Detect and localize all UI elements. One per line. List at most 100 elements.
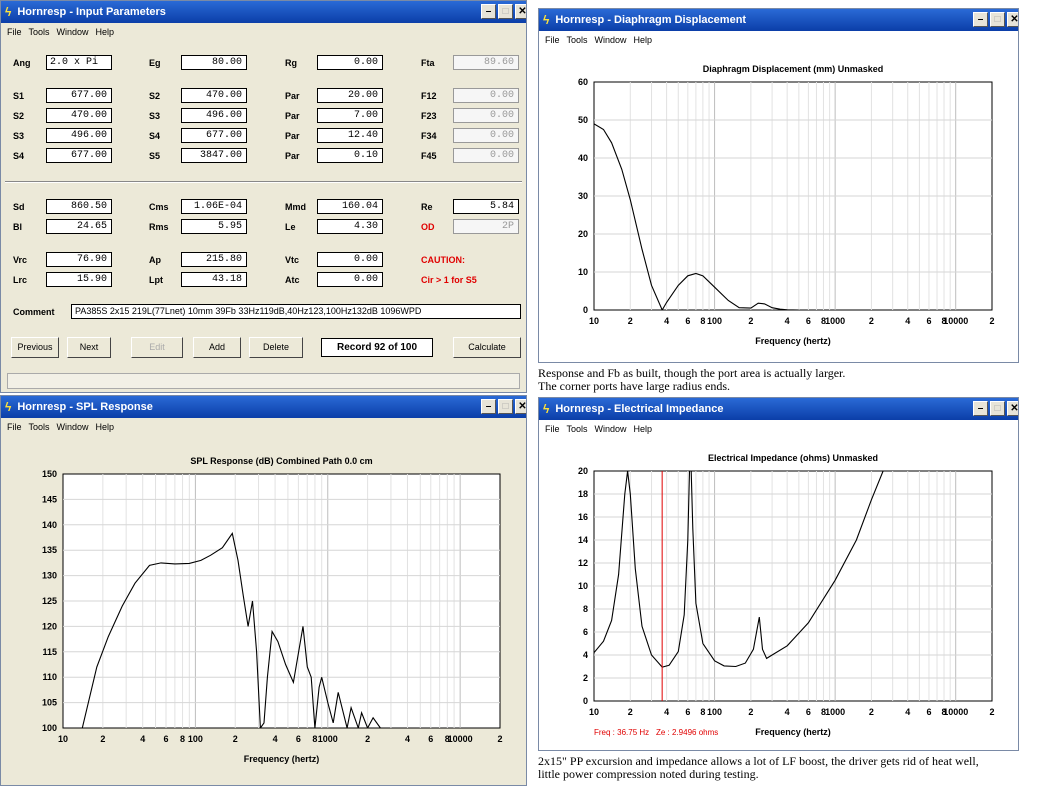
param-field[interactable]: 76.90 <box>46 252 112 267</box>
maximize-button[interactable]: □ <box>498 4 513 19</box>
close-button[interactable]: ✕ <box>1007 12 1018 27</box>
param-field[interactable]: 2.0 x Pi <box>46 55 112 70</box>
menu-file[interactable]: File <box>545 34 560 45</box>
x-tick-label: 2 <box>233 734 238 744</box>
param-field[interactable]: 470.00 <box>181 88 247 103</box>
param-label: Cir > 1 for S5 <box>421 275 477 285</box>
y-tick-label: 100 <box>42 723 57 733</box>
maximize-button[interactable]: □ <box>990 12 1005 27</box>
param-field[interactable]: 5.95 <box>181 219 247 234</box>
menu-help[interactable]: Help <box>633 34 653 45</box>
param-label: Eg <box>149 58 161 68</box>
menu-bar: File Tools Window Help <box>1 418 526 435</box>
y-tick-label: 60 <box>578 77 588 87</box>
y-tick-label: 16 <box>578 512 588 522</box>
param-field[interactable]: 677.00 <box>46 148 112 163</box>
menu-help[interactable]: Help <box>95 421 115 432</box>
param-field[interactable]: 1.06E-04 <box>181 199 247 214</box>
add-button[interactable]: Add <box>193 337 241 358</box>
param-field[interactable]: 0.00 <box>453 128 519 143</box>
menu-file[interactable]: File <box>7 421 22 432</box>
param-field[interactable]: 160.04 <box>317 199 383 214</box>
x-tick-label: 6 <box>685 316 690 326</box>
close-button[interactable]: ✕ <box>515 399 526 414</box>
spl-titlebar[interactable]: ϟ Hornresp - SPL Response – □ ✕ <box>1 396 526 418</box>
param-field[interactable]: 496.00 <box>46 128 112 143</box>
delete-button[interactable]: Delete <box>249 337 303 358</box>
param-field[interactable]: 0.00 <box>453 88 519 103</box>
param-label: Re <box>421 202 433 212</box>
minimize-button[interactable]: – <box>973 12 988 27</box>
param-label: F23 <box>421 111 437 121</box>
menu-window[interactable]: Window <box>56 421 89 432</box>
param-label: Lpt <box>149 275 163 285</box>
x-tick-label: 8 <box>821 707 826 717</box>
maximize-button[interactable]: □ <box>498 399 513 414</box>
param-field[interactable]: 215.80 <box>181 252 247 267</box>
menu-window[interactable]: Window <box>594 34 627 45</box>
param-field[interactable]: 5.84 <box>453 199 519 214</box>
param-label: S2 <box>149 91 161 101</box>
input-parameters-titlebar[interactable]: ϟ Hornresp - Input Parameters – □ ✕ <box>1 1 526 23</box>
series-line <box>594 471 884 668</box>
previous-button[interactable]: Previous <box>11 337 59 358</box>
minimize-button[interactable]: – <box>481 399 496 414</box>
minimize-button[interactable]: – <box>481 4 496 19</box>
maximize-button[interactable]: □ <box>990 401 1005 416</box>
menu-help[interactable]: Help <box>633 423 653 434</box>
calculate-button[interactable]: Calculate <box>453 337 521 358</box>
param-field[interactable]: 43.18 <box>181 272 247 287</box>
param-field[interactable]: 0.00 <box>317 252 383 267</box>
y-tick-label: 145 <box>42 494 57 504</box>
param-field[interactable]: 0.10 <box>317 148 383 163</box>
window-title: Hornresp - Diaphragm Displacement <box>555 14 747 26</box>
menu-window[interactable]: Window <box>594 423 627 434</box>
param-field[interactable]: 677.00 <box>181 128 247 143</box>
param-field[interactable]: 4.30 <box>317 219 383 234</box>
param-field[interactable]: 2P <box>453 219 519 234</box>
param-field[interactable]: 7.00 <box>317 108 383 123</box>
next-button[interactable]: Next <box>67 337 111 358</box>
menu-tools[interactable]: Tools <box>28 421 50 432</box>
menu-tools[interactable]: Tools <box>28 26 50 37</box>
param-field[interactable]: 80.00 <box>181 55 247 70</box>
param-label: Par <box>285 131 300 141</box>
x-tick-label: 6 <box>685 707 690 717</box>
y-tick-label: 40 <box>578 153 588 163</box>
param-field[interactable]: 12.40 <box>317 128 383 143</box>
comment-field[interactable]: PA385S 2x15 219L(77Lnet) 10mm 39Fb 33Hz1… <box>71 304 521 319</box>
section-divider <box>5 181 522 183</box>
menu-file[interactable]: File <box>545 423 560 434</box>
close-button[interactable]: ✕ <box>1007 401 1018 416</box>
param-field[interactable]: 3847.00 <box>181 148 247 163</box>
param-label: F12 <box>421 91 437 101</box>
hornresp-bolt-icon: ϟ <box>543 13 550 27</box>
window-title: Hornresp - SPL Response <box>17 401 153 413</box>
menu-tools[interactable]: Tools <box>566 423 588 434</box>
param-field[interactable]: 0.00 <box>453 148 519 163</box>
menu-tools[interactable]: Tools <box>566 34 588 45</box>
x-tick-label: 6 <box>926 707 931 717</box>
param-field[interactable]: 677.00 <box>46 88 112 103</box>
param-field[interactable]: 0.00 <box>317 272 383 287</box>
menu-help[interactable]: Help <box>95 26 115 37</box>
param-field[interactable]: 89.60 <box>453 55 519 70</box>
impedance-titlebar[interactable]: ϟ Hornresp - Electrical Impedance – □ ✕ <box>539 398 1018 420</box>
param-label: Ang <box>13 58 31 68</box>
param-field[interactable]: 0.00 <box>453 108 519 123</box>
param-field[interactable]: 470.00 <box>46 108 112 123</box>
close-button[interactable]: ✕ <box>515 4 526 19</box>
param-field[interactable]: 20.00 <box>317 88 383 103</box>
param-field[interactable]: 15.90 <box>46 272 112 287</box>
param-field[interactable]: 860.50 <box>46 199 112 214</box>
edit-button[interactable]: Edit <box>131 337 183 358</box>
menu-window[interactable]: Window <box>56 26 89 37</box>
param-field[interactable]: 24.65 <box>46 219 112 234</box>
menu-file[interactable]: File <box>7 26 22 37</box>
input-parameters-window: ϟ Hornresp - Input Parameters – □ ✕ File… <box>0 0 527 393</box>
param-field[interactable]: 496.00 <box>181 108 247 123</box>
displacement-titlebar[interactable]: ϟ Hornresp - Diaphragm Displacement – □ … <box>539 9 1018 31</box>
param-field[interactable]: 0.00 <box>317 55 383 70</box>
minimize-button[interactable]: – <box>973 401 988 416</box>
param-label: Vtc <box>285 255 300 265</box>
